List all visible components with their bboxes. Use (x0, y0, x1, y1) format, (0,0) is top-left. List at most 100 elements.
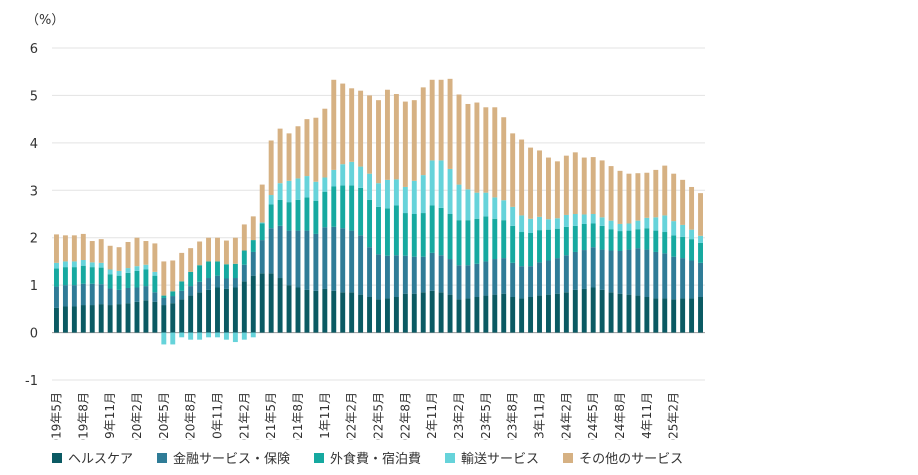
bar-segment (179, 332, 185, 338)
bar-segment (546, 260, 551, 295)
bar-segment (197, 332, 203, 340)
bar-segment (143, 286, 149, 301)
bar-segment (107, 269, 113, 275)
bar-segment (671, 221, 677, 236)
bar-segment (322, 288, 328, 333)
bar-segment (680, 224, 686, 237)
bar-segment (134, 266, 140, 271)
bar-segment (608, 229, 614, 251)
bar-segment (125, 272, 131, 288)
bar-segment (501, 293, 507, 333)
bar-segment (313, 233, 319, 291)
bar-segment (349, 230, 355, 293)
x-tick-label: 2022年8月 (398, 392, 412, 440)
bar-segment (698, 235, 703, 243)
bar-segment (152, 292, 158, 302)
bar-segment (698, 242, 703, 263)
legend-item-other: その他のサービス (563, 448, 683, 467)
bar-segment (519, 298, 525, 333)
bar-segment (152, 271, 158, 276)
bar-segment (546, 229, 551, 261)
bar-segment (393, 205, 399, 256)
bar-segment (537, 216, 542, 231)
bar-segment (420, 213, 426, 257)
bar-segment (429, 252, 435, 291)
bar-segment (617, 170, 623, 224)
bar-segment (268, 204, 274, 229)
x-tick-label: 2020年5月 (157, 392, 171, 440)
bar-segment (528, 232, 534, 267)
bar-segment (384, 208, 390, 256)
bar-segment (259, 223, 265, 241)
bar-segment (501, 258, 507, 294)
x-tick-label: 2019年8月 (76, 392, 90, 440)
bar-segment (662, 215, 668, 233)
bar-segment (125, 287, 131, 304)
bar-segment (510, 297, 516, 333)
bar-segment (376, 254, 381, 300)
bar-segment (170, 291, 176, 297)
legend-label-other: その他のサービス (579, 452, 684, 467)
bar-segment (143, 241, 149, 265)
bar-segment (367, 247, 373, 297)
bar-segment (116, 304, 122, 333)
bar-segment (259, 222, 265, 224)
bar-segment (304, 289, 310, 333)
bar-segment (465, 103, 471, 190)
y-tick-label: -1 (25, 374, 38, 389)
bar-segment (411, 100, 417, 181)
bar-segment (134, 237, 140, 267)
bar-segment (161, 297, 167, 306)
bar-segment (635, 248, 641, 296)
bar-segment (537, 295, 542, 333)
bar-segment (411, 293, 417, 333)
bar-segment (626, 294, 632, 333)
bar-segment (232, 263, 238, 279)
bar-segment (54, 262, 59, 269)
bar-segment (107, 305, 113, 333)
bar-segment (197, 241, 203, 266)
bar-segment (62, 235, 68, 262)
x-tick-label: 2020年8月 (184, 392, 198, 440)
bar-segment (581, 157, 587, 215)
bar-segment (546, 219, 551, 230)
bar-segment (626, 223, 632, 231)
bar-segment (250, 240, 256, 252)
bar-segment (232, 237, 238, 264)
legend-swatch-healthcare (52, 452, 62, 463)
bar-segment (447, 78, 453, 169)
bar-segment (492, 259, 498, 295)
bar-segment (54, 234, 59, 263)
bar-segment (277, 278, 283, 333)
bar-segment (438, 207, 444, 256)
x-tick-label: 2021年11月 (318, 392, 332, 440)
bar-segment (215, 237, 220, 262)
bar-segment (581, 223, 587, 251)
bar-segment (54, 307, 59, 333)
bar-segment (519, 232, 525, 267)
bar-segment (563, 255, 569, 293)
bar-segment (429, 290, 435, 333)
bar-segment (215, 261, 220, 276)
bar-segment (89, 241, 95, 263)
bar-segment (617, 250, 623, 294)
bar-segment (295, 287, 301, 333)
bar-segment (537, 150, 542, 217)
bar-segment (492, 107, 498, 198)
bar-segment (331, 290, 337, 333)
bar-segment (179, 290, 185, 300)
bar-segment (206, 278, 211, 290)
bar-segment (465, 220, 471, 266)
bar-segment (626, 230, 632, 250)
x-tick-label: 2023年11月 (533, 392, 547, 440)
y-unit-label: （%） (26, 13, 64, 28)
bar-segment (572, 251, 578, 290)
bar-segment (62, 261, 68, 268)
bar-segment (662, 165, 668, 216)
x-tick-label: 2019年11月 (103, 392, 117, 440)
bar-segment (483, 107, 489, 193)
bar-segment (304, 230, 310, 290)
bar-segment (662, 253, 668, 299)
bar-segment (644, 297, 650, 333)
bar-segment (581, 288, 587, 333)
